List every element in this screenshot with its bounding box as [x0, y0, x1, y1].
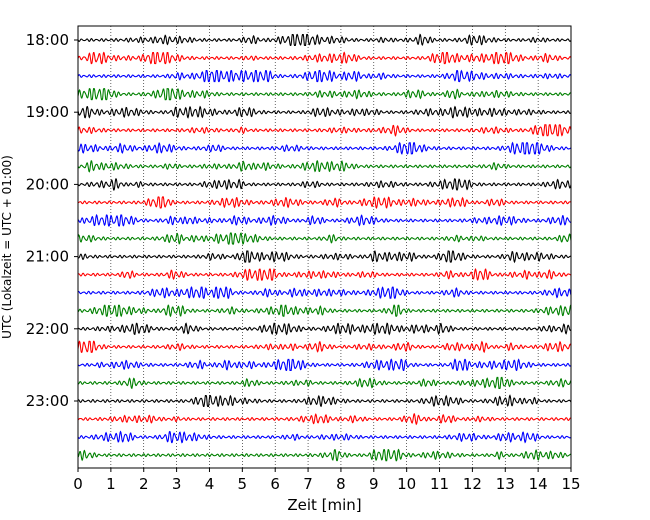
x-tick-label: 1	[106, 475, 116, 493]
x-axis-label: Zeit [min]	[287, 496, 361, 514]
y-tick-label: 19:00	[26, 103, 69, 121]
x-axis-ticks: 0 1 2 3 4 5 6 7 8 9 10 11 12 13 14 15	[73, 468, 581, 493]
trace-line	[77, 413, 572, 426]
trace-line	[77, 232, 572, 245]
x-tick-label: 6	[270, 475, 280, 493]
y-tick-label: 21:00	[26, 248, 69, 266]
trace-line	[77, 430, 572, 444]
trace-line	[77, 51, 572, 65]
trace-line	[77, 358, 572, 372]
y-tick-label: 20:00	[26, 175, 69, 193]
x-tick-label: 2	[139, 475, 149, 493]
trace-line	[77, 322, 572, 336]
trace-line	[77, 340, 572, 354]
trace-line	[77, 123, 572, 137]
trace-line	[77, 304, 572, 318]
x-tick-label: 10	[397, 475, 416, 493]
trace-group	[77, 33, 572, 462]
trace-line	[77, 394, 572, 408]
trace-line	[77, 213, 572, 227]
y-axis-label: UTC (Lokalzeit = UTC + 01:00)	[0, 155, 14, 339]
x-tick-label: 11	[430, 475, 449, 493]
x-tick-label: 9	[369, 475, 379, 493]
y-tick-label: 18:00	[26, 31, 69, 49]
trace-line	[77, 376, 572, 390]
trace-line	[77, 178, 572, 191]
x-tick-label: 14	[529, 475, 548, 493]
trace-line	[77, 448, 572, 462]
trace-line	[77, 69, 572, 83]
plot-background	[78, 26, 571, 468]
y-tick-label: 22:00	[26, 320, 69, 338]
x-tick-label: 13	[496, 475, 515, 493]
x-tick-label: 7	[303, 475, 313, 493]
trace-line	[77, 159, 572, 173]
x-tick-label: 15	[561, 475, 580, 493]
trace-line	[77, 286, 572, 299]
plot-frame	[77, 25, 572, 469]
trace-line	[77, 88, 572, 101]
y-axis-ticks: 18:00 19:00 20:00 21:00 22:00 23:00	[26, 31, 78, 410]
trace-line	[77, 33, 572, 47]
y-tick-label: 23:00	[26, 392, 69, 410]
x-tick-label: 12	[463, 475, 482, 493]
x-tick-label: 0	[73, 475, 83, 493]
trace-line	[77, 105, 572, 119]
trace-line	[77, 250, 572, 264]
x-tick-label: 5	[238, 475, 248, 493]
x-tick-label: 8	[336, 475, 346, 493]
x-tick-label: 4	[205, 475, 215, 493]
trace-line	[77, 141, 572, 155]
trace-line	[77, 196, 572, 210]
trace-line	[77, 267, 572, 281]
x-tick-label: 3	[172, 475, 182, 493]
